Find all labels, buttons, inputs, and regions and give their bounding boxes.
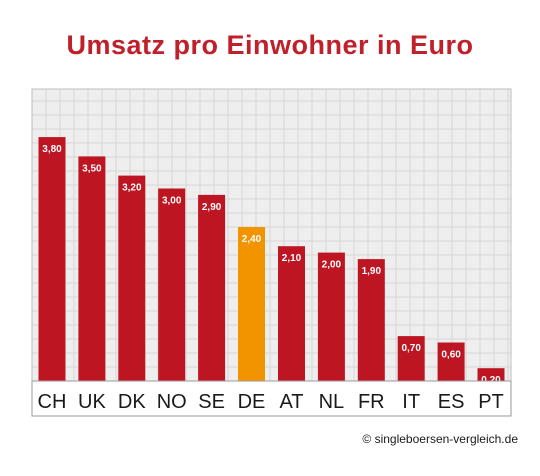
value-label-nl: 2,00 [322,260,342,271]
value-label-de: 2,40 [242,234,262,245]
value-label-dk: 3,20 [122,183,142,194]
tick-label-at: AT [279,391,303,413]
chart-title: Umsatz pro Einwohner in Euro [66,30,474,60]
value-label-uk: 3,50 [82,163,102,174]
value-label-se: 2,90 [202,202,222,213]
bar-at [278,246,305,381]
x-axis-band [31,380,512,417]
value-label-at: 2,10 [282,253,302,264]
tick-label-uk: UK [78,391,106,413]
bar-de [238,227,265,381]
bar-fr [357,259,385,381]
plot-area [32,89,511,381]
tick-label-nl: NL [319,391,345,413]
tick-label-dk: DK [118,391,146,413]
value-label-fr: 1,90 [362,266,382,277]
bar-ch [38,137,66,381]
tick-label-no: NO [157,391,187,413]
bar-se [198,194,226,381]
plot-background [32,89,511,381]
bar-nl [317,252,345,381]
value-label-ch: 3,80 [42,144,62,155]
bar-no [158,188,186,381]
bars [38,137,505,381]
value-label-es: 0,60 [441,350,461,361]
bar-dk [118,175,146,381]
x-axis: CH UK DK NO SE DE AT NL FR IT ES PT [31,380,512,417]
value-label-no: 3,00 [162,196,182,207]
tick-label-se: SE [198,391,225,413]
value-labels: 3,80 3,50 3,20 3,00 2,90 2,40 2,10 2,00 1,90 0,70… [42,144,501,386]
tick-label-ch: CH [38,391,67,413]
tick-label-fr: FR [358,391,385,413]
value-label-it: 0,70 [401,343,421,354]
bar-it [397,336,425,381]
bar-es [437,342,465,381]
tick-label-it: IT [402,391,420,413]
bar-pt [477,368,505,381]
bar-uk [78,156,106,381]
copyright-credit: © singleboersen-vergleich.de [362,432,518,446]
tick-label-de: DE [238,391,266,413]
tick-label-es: ES [438,391,465,413]
tick-label-pt: PT [478,391,504,413]
